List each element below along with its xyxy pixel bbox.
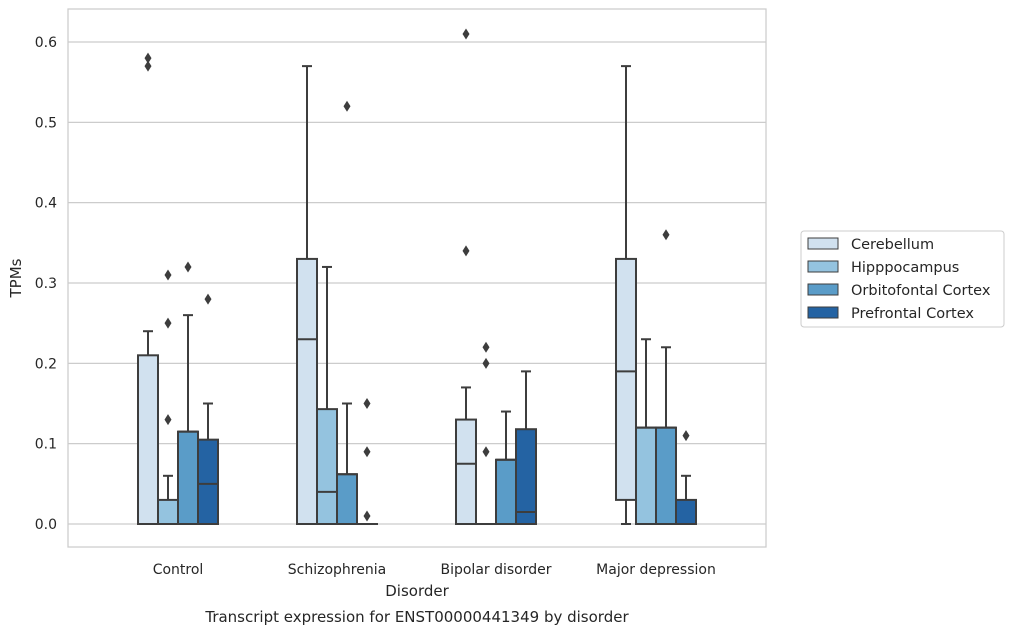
outlier-marker xyxy=(204,293,212,305)
box-group xyxy=(296,65,318,525)
legend-label: Hipppocampus xyxy=(851,260,959,276)
outlier-marker xyxy=(462,245,470,257)
box-group xyxy=(655,229,677,525)
outlier-marker xyxy=(363,510,371,522)
box-rect xyxy=(316,408,338,526)
plot-frame xyxy=(67,8,767,548)
x-tick-label: Bipolar disorder xyxy=(440,562,551,578)
box-group xyxy=(675,430,697,525)
box-rect xyxy=(615,257,637,501)
box-group xyxy=(475,341,497,526)
box-group xyxy=(197,293,219,525)
box-group xyxy=(137,52,159,525)
box-rect xyxy=(675,498,697,525)
y-tick-label: 0.6 xyxy=(35,35,57,51)
outlier-marker xyxy=(164,317,172,329)
legend-swatch xyxy=(807,283,839,296)
x-tick-label: Schizophrenia xyxy=(288,562,386,578)
x-tick-labels: Control Schizophrenia Bipolar disorder Majo… xyxy=(153,562,716,578)
outlier-marker xyxy=(343,100,351,112)
box-group xyxy=(515,370,537,525)
y-tick-labels: 0.0 0.1 0.2 0.3 0.4 0.5 0.6 xyxy=(35,35,57,533)
box-rect xyxy=(137,354,159,525)
box-elements xyxy=(137,28,697,526)
box-group xyxy=(316,265,338,526)
legend-swatch xyxy=(807,237,839,250)
outlier-marker xyxy=(164,414,172,426)
box-rect xyxy=(197,438,219,525)
y-tick-label: 0.5 xyxy=(35,115,57,131)
y-tick-label: 0.3 xyxy=(35,276,57,292)
outlier-marker xyxy=(363,446,371,458)
outlier-marker xyxy=(164,269,172,281)
outlier-marker xyxy=(482,357,490,369)
outlier-marker xyxy=(363,398,371,410)
legend-swatch xyxy=(807,306,839,319)
box-rect xyxy=(157,498,179,525)
box-rect xyxy=(177,430,199,526)
legend-label: Cerebellum xyxy=(851,237,934,253)
outlier-marker xyxy=(462,28,470,40)
box-rect xyxy=(515,428,537,525)
box-rect xyxy=(455,418,477,526)
box-group xyxy=(336,100,358,526)
box-group xyxy=(615,65,637,525)
box-group xyxy=(356,398,378,526)
box-group xyxy=(495,410,517,525)
y-tick-label: 0.4 xyxy=(35,196,57,212)
outlier-marker xyxy=(482,341,490,353)
box-group xyxy=(157,269,179,525)
y-tick-label: 0.2 xyxy=(35,356,57,372)
x-tick-label: Major depression xyxy=(596,562,716,578)
outlier-marker xyxy=(144,52,152,64)
legend: Cerebellum Hipppocampus Orbitofontal Corte… xyxy=(800,230,1005,328)
y-tick-label: 0.0 xyxy=(35,517,57,533)
outlier-marker xyxy=(482,446,490,458)
box-group xyxy=(635,338,657,525)
box-rect xyxy=(296,257,318,525)
chart-caption: Transcript expression for ENST0000044134… xyxy=(204,608,629,626)
box-group xyxy=(455,28,477,526)
box-group xyxy=(177,261,199,526)
legend-swatch xyxy=(807,260,839,273)
y-tick-label: 0.1 xyxy=(35,437,57,453)
box-rect xyxy=(655,426,677,525)
y-axis-title: TPMs xyxy=(7,258,25,298)
x-tick-label: Control xyxy=(153,562,204,578)
box-rect xyxy=(495,458,517,525)
outlier-marker xyxy=(184,261,192,273)
box-rect xyxy=(336,473,358,526)
legend-label: Prefrontal Cortex xyxy=(851,306,974,322)
outlier-marker xyxy=(144,60,152,72)
x-axis-title: Disorder xyxy=(385,582,449,600)
legend-label: Orbitofontal Cortex xyxy=(851,283,991,299)
box-rect xyxy=(635,426,657,525)
outlier-marker xyxy=(662,229,670,241)
legend-frame xyxy=(800,230,1005,328)
outlier-marker xyxy=(682,430,690,442)
